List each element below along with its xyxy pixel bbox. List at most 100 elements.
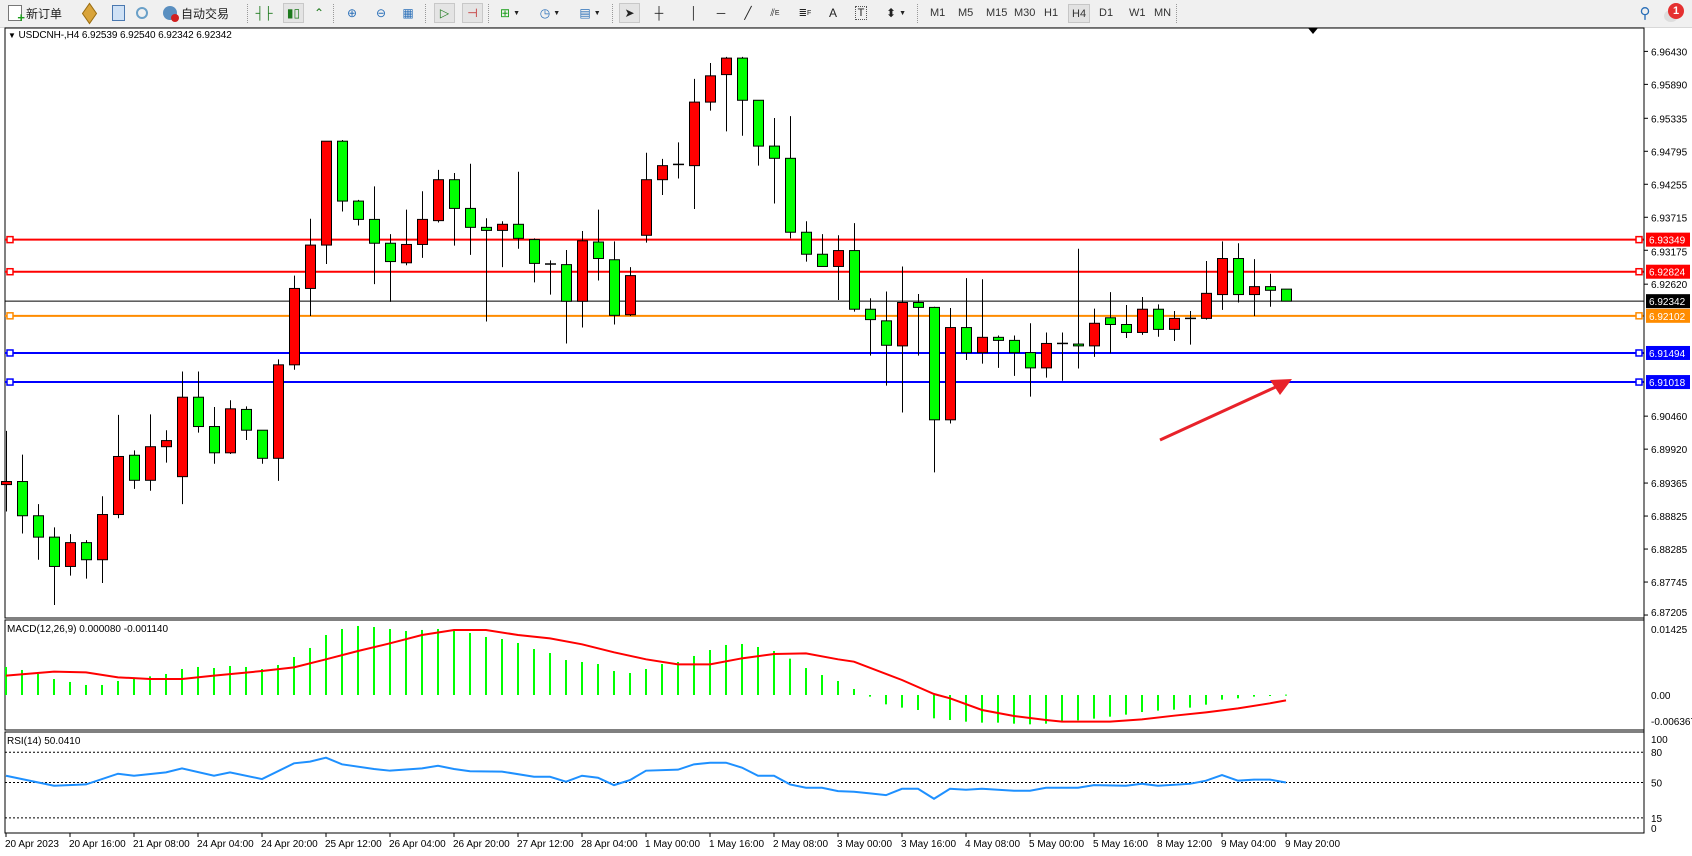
text-label-button[interactable]: T (853, 3, 869, 23)
macd-histogram-bar (373, 627, 375, 695)
tile-windows-button[interactable]: ▦ (399, 3, 417, 23)
line-chart-button[interactable]: ⌃ (310, 3, 328, 23)
macd-histogram-bar (693, 655, 695, 695)
candle (561, 249, 572, 344)
new-order-button[interactable]: + 新订单 (8, 3, 72, 24)
macd-histogram-bar (405, 631, 407, 695)
candle (1281, 288, 1292, 302)
price-label: 6.92102 (1649, 312, 1686, 323)
trendline-button[interactable]: ╱ (739, 3, 757, 23)
candle (945, 308, 956, 424)
periods-button[interactable]: ◷ ▼ (535, 3, 565, 23)
timeframe-m5[interactable]: M5 (958, 7, 974, 19)
line-handle[interactable] (1635, 312, 1643, 320)
horizontal-line-button[interactable]: ─ (712, 3, 730, 23)
line-handle[interactable] (1635, 235, 1643, 244)
candlestick-button[interactable]: ▮▯ (283, 3, 304, 23)
price-label-box (1646, 308, 1690, 323)
search-icon: ⚲ (1639, 5, 1651, 22)
macd-pane (4, 619, 1645, 731)
chart-shift-marker-icon[interactable] (1308, 28, 1318, 34)
candlestick-icon: ▮▯ (286, 6, 301, 20)
candle (1169, 311, 1180, 341)
candle-body (81, 542, 92, 561)
timeframe-m30[interactable]: M30 (1014, 7, 1036, 19)
horizontal-line-icon: ─ (716, 6, 726, 20)
macd-histogram-bar (421, 629, 423, 695)
macd-histogram-bar (1061, 695, 1063, 723)
line-handle[interactable] (6, 312, 14, 320)
vertical-line-button[interactable]: │ (685, 3, 703, 23)
candle-body (353, 200, 364, 220)
line-handle[interactable] (1635, 349, 1643, 357)
macd-histogram-bar (21, 669, 23, 695)
candle-body (33, 515, 44, 538)
annotation-arrow-line[interactable] (1159, 384, 1279, 442)
macd-histogram-bar (1237, 695, 1239, 699)
timeframe-h4[interactable]: H4 (1068, 4, 1091, 23)
line-handle[interactable] (6, 349, 14, 357)
auto-trading-button[interactable]: 自动交易 (163, 3, 237, 23)
search-button[interactable]: ⚲ (1636, 3, 1654, 23)
timeframe-w1[interactable]: W1 (1129, 7, 1146, 19)
candle (1217, 241, 1228, 310)
time-label: 24 Apr 20:00 (261, 839, 318, 850)
time-label: 25 Apr 12:00 (325, 839, 382, 850)
text-button[interactable]: A (825, 3, 841, 23)
line-handle[interactable] (6, 378, 14, 386)
auto-scroll-icon: ▷ (439, 6, 450, 20)
candle (97, 496, 108, 583)
arrows-button[interactable]: ⬍ ▼ (880, 3, 912, 23)
chart-shift-button[interactable]: ⊣ (462, 3, 483, 23)
time-label: 26 Apr 20:00 (453, 839, 510, 850)
line-handle[interactable] (6, 267, 14, 276)
price-label-box (1646, 264, 1690, 279)
line-handle[interactable] (1635, 378, 1643, 386)
candle (225, 400, 236, 455)
crosshair-icon: ┼ (654, 6, 664, 20)
price-tick-label: 6.93715 (1651, 213, 1688, 224)
market-watch-button[interactable] (80, 2, 98, 24)
bar-chart-button[interactable]: ┤├ (255, 3, 273, 23)
candle (897, 266, 908, 413)
timeframe-h1[interactable]: H1 (1044, 7, 1059, 19)
chart-window[interactable]: 6.96430 6.95890 6.95335 6.94795 6.94255 6.937… (0, 27, 1692, 856)
price-tick-label: 6.93175 (1651, 248, 1688, 259)
macd-histogram-bar (645, 668, 647, 695)
line-handle[interactable] (1635, 267, 1643, 276)
cursor-button[interactable]: ➤ (619, 3, 640, 23)
auto-scroll-button[interactable]: ▷ (434, 3, 455, 23)
candle (849, 223, 860, 312)
macd-histogram-bar (757, 646, 759, 695)
candle-body (1073, 343, 1084, 347)
line-handle[interactable] (6, 235, 14, 244)
timeframe-mn[interactable]: MN (1154, 7, 1172, 19)
macd-histogram-bar (613, 671, 615, 695)
navigator-button[interactable] (133, 3, 151, 23)
fibonacci-channel-button[interactable]: ⫽ E (766, 3, 784, 23)
toolbar-separator (247, 4, 249, 23)
indicators-button[interactable]: ⊞ ▼ (495, 3, 525, 23)
macd-histogram-bar (741, 643, 743, 695)
timeframe-m1[interactable]: M1 (930, 7, 946, 19)
data-window-button[interactable] (109, 3, 127, 23)
candle-body (497, 223, 508, 231)
collapse-triangle-icon[interactable]: ▼ (8, 31, 16, 40)
toolbar-separator (917, 4, 919, 23)
macd-histogram-bar (821, 675, 823, 695)
candle-body (369, 218, 380, 244)
timeframe-d1[interactable]: D1 (1099, 7, 1114, 19)
dropdown-arrow-icon: ▼ (593, 9, 601, 17)
candle (161, 430, 172, 463)
crosshair-button[interactable]: ┼ (650, 3, 668, 23)
zoom-in-button[interactable]: ⊕ (343, 3, 361, 23)
dropdown-arrow-icon: ▼ (553, 9, 561, 17)
annotation-arrow-head-icon[interactable] (1270, 379, 1292, 395)
templates-button[interactable]: ▤ ▼ (574, 3, 606, 23)
timeframe-m15[interactable]: M15 (986, 7, 1008, 19)
macd-histogram-bar (917, 695, 919, 710)
zoom-out-button[interactable]: ⊖ (372, 3, 390, 23)
candle-body (833, 250, 844, 267)
price-label: 6.91494 (1649, 349, 1686, 360)
fibonacci-button[interactable]: ≣ F (796, 3, 814, 23)
